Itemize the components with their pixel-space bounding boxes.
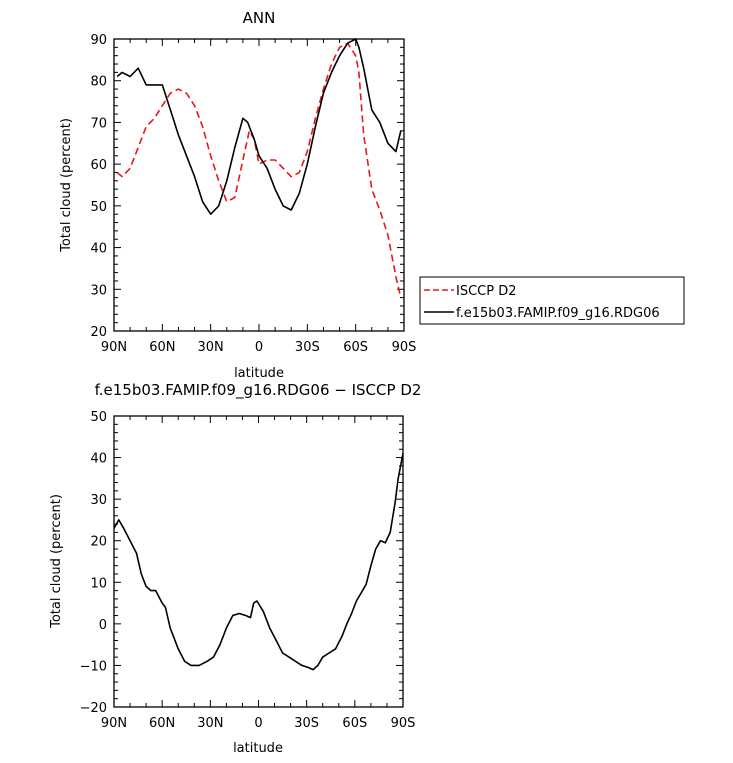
bottom-x-tick-label: 30N (197, 716, 223, 731)
top-chart-xlabel: latitude (234, 366, 284, 381)
bottom-y-tick-label: 0 (99, 618, 107, 633)
top-x-tick-label: 30N (198, 340, 224, 355)
bottom-series-difference (113, 453, 404, 671)
legend-label-model: f.e15b03.FAMIP.f09_g16.RDG06 (456, 306, 660, 321)
top-series-f-e15b03-famip-f09-g16-rdg06 (116, 38, 402, 215)
bottom-y-tick-label: 20 (90, 535, 107, 550)
legend-label-isccp: ISCCP D2 (456, 284, 517, 299)
bottom-x-tick-label: 60S (342, 716, 367, 731)
top-y-tick-label: 70 (90, 116, 107, 131)
top-y-tick-label: 80 (90, 75, 107, 90)
top-y-tick-label: 60 (90, 158, 107, 173)
top-x-tick-label: 30S (295, 340, 320, 355)
bottom-y-tick-label: −10 (80, 659, 107, 674)
bottom-x-tick-label: 90N (101, 716, 127, 731)
top-y-tick-label: 90 (90, 33, 107, 48)
top-y-tick-label: 20 (90, 325, 107, 340)
bottom-y-tick-label: 10 (90, 576, 107, 591)
bottom-plot: 90N 60N 30N 0 30S 60S 90S −20 −10 0 10 20 30 40 50 (80, 410, 416, 731)
bottom-y-tick-label: −20 (80, 701, 107, 716)
bottom-x-tick-label: 0 (254, 716, 262, 731)
bottom-chart-xlabel: latitude (233, 741, 283, 756)
top-chart-ylabel: Total cloud (percent) (59, 118, 74, 253)
top-x-tick-label: 60S (343, 340, 368, 355)
legend-box (419, 276, 685, 325)
bottom-y-tick-label: 50 (90, 410, 107, 425)
top-y-tick-label: 40 (90, 242, 107, 257)
top-x-tick-label: 60N (149, 340, 175, 355)
top-x-tick-label: 0 (255, 340, 263, 355)
bottom-plot-frame (113, 415, 404, 708)
bottom-x-tick-label: 90S (391, 716, 416, 731)
bottom-y-tick-label: 40 (90, 452, 107, 467)
bottom-x-tick-label: 30S (294, 716, 319, 731)
top-y-tick-label: 30 (90, 283, 107, 298)
top-plot: 90N 60N 30N 0 30S 60S 90S 20 30 40 50 60 70 80 90 (90, 33, 416, 355)
top-x-tick-label: 90N (101, 340, 127, 355)
bottom-chart-ylabel: Total cloud (percent) (49, 494, 64, 629)
top-x-tick-label: 90S (392, 340, 417, 355)
legend: ISCCP D2 f.e15b03.FAMIP.f09_g16.RDG06 (419, 276, 685, 325)
top-chart-title: ANN (243, 9, 276, 27)
bottom-chart-title: f.e15b03.FAMIP.f09_g16.RDG06 − ISCCP D2 (95, 381, 422, 400)
top-y-tick-label: 50 (90, 200, 107, 215)
top-series-isccp-d2 (116, 42, 402, 298)
bottom-y-tick-label: 30 (90, 493, 107, 508)
bottom-x-tick-label: 60N (149, 716, 175, 731)
